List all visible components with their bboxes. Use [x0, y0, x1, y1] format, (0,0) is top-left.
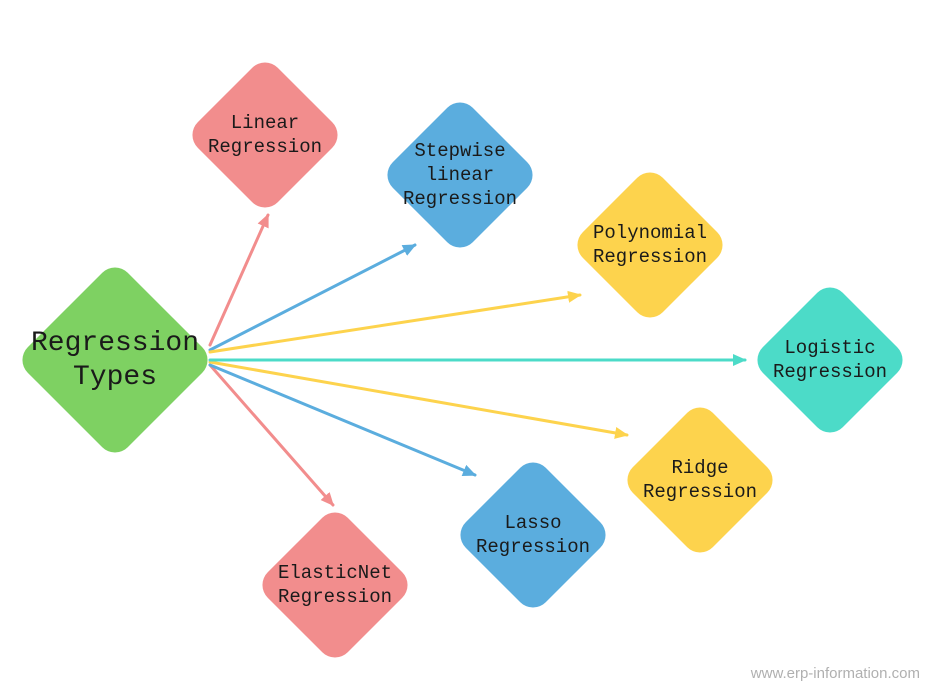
edge-root-to-ridge	[210, 362, 627, 435]
regression-types-diagram: RegressionTypes LinearRegression ElasticNe…	[0, 0, 935, 690]
node-root: RegressionTypes	[15, 260, 215, 460]
node-root-shape	[15, 260, 215, 460]
edge-root-to-stepwise	[210, 245, 415, 350]
node-ridge-shape	[620, 400, 780, 560]
edge-root-to-elasticnet	[210, 365, 333, 505]
node-elasticnet-shape	[255, 505, 415, 665]
node-linear-shape	[185, 55, 345, 215]
edge-root-to-lasso	[210, 365, 475, 475]
edge-root-to-polynomial	[210, 295, 580, 352]
node-stepwise: StepwiselinearRegression	[380, 95, 540, 255]
node-logistic-shape	[750, 280, 910, 440]
node-polynomial: PolynomialRegression	[570, 165, 730, 325]
node-lasso-shape	[453, 455, 613, 615]
node-polynomial-shape	[570, 165, 730, 325]
node-lasso: LassoRegression	[453, 455, 613, 615]
node-linear: LinearRegression	[185, 55, 345, 215]
watermark-text: www.erp-information.com	[750, 665, 920, 682]
node-ridge: RidgeRegression	[620, 400, 780, 560]
node-elasticnet: ElasticNetRegression	[255, 505, 415, 665]
node-logistic: LogisticRegression	[750, 280, 910, 440]
